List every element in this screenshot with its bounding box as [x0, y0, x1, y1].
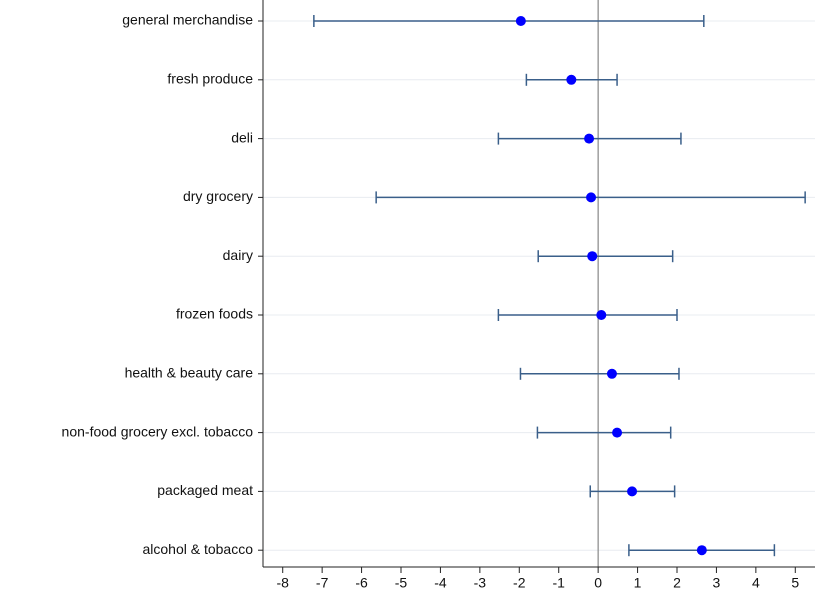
y-tick-label: health & beauty care — [125, 365, 254, 381]
point — [596, 310, 607, 320]
point — [584, 133, 595, 144]
y-tick-label: dairy — [223, 247, 253, 263]
x-tick-label: 3 — [713, 575, 721, 591]
point — [566, 74, 577, 85]
y-tick-label: non-food grocery excl. tobacco — [62, 423, 254, 439]
point — [606, 368, 617, 379]
y-tick-label: general merchandise — [122, 12, 253, 28]
x-tick-label: -6 — [355, 575, 368, 591]
point — [586, 192, 597, 203]
x-tick-label: 2 — [673, 575, 681, 591]
point — [612, 427, 623, 438]
x-tick-label: -8 — [276, 575, 289, 591]
x-tick-label: 5 — [791, 575, 799, 591]
point — [515, 16, 526, 26]
y-tick-label: dry grocery — [183, 188, 253, 204]
x-tick-label: -7 — [316, 575, 329, 591]
x-tick-label: -5 — [395, 575, 408, 591]
x-tick-label: -2 — [513, 575, 526, 591]
point — [627, 486, 638, 497]
y-tick-label: alcohol & tobacco — [142, 541, 253, 557]
x-tick-label: 4 — [752, 575, 760, 591]
y-tick-label: deli — [231, 129, 253, 145]
x-tick-label: -4 — [434, 575, 447, 591]
x-tick-label: 1 — [634, 575, 642, 591]
point — [587, 251, 598, 262]
y-tick-label: fresh produce — [167, 71, 253, 87]
x-tick-label: 0 — [594, 575, 602, 591]
y-tick-label: packaged meat — [157, 482, 253, 498]
y-tick-label: frozen foods — [176, 306, 253, 322]
x-tick-label: -3 — [474, 575, 487, 591]
x-tick-label: -1 — [552, 575, 565, 591]
point — [696, 545, 707, 556]
